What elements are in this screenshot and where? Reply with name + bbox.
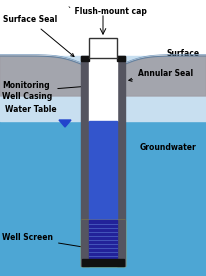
Text: Surface Seal: Surface Seal [3, 15, 74, 57]
Bar [81, 56, 89, 220]
FancyBboxPatch shape [89, 38, 117, 58]
Text: Annular Seal: Annular Seal [129, 70, 193, 81]
Bar [89, 121, 117, 220]
Bar [89, 220, 117, 260]
Text: ` Flush-mount cap: ` Flush-mount cap [68, 7, 146, 17]
Bar [81, 220, 125, 266]
Text: Water Table: Water Table [5, 105, 57, 113]
Bar [0, 56, 206, 121]
Bar [117, 56, 125, 61]
Text: Groundwater: Groundwater [140, 144, 197, 153]
Bar [81, 220, 89, 266]
Polygon shape [59, 120, 71, 127]
Bar [117, 56, 125, 220]
Bar [82, 259, 124, 266]
Bar [0, 0, 206, 61]
Bar [81, 56, 89, 61]
Bar [0, 121, 206, 276]
Text: Well Screen: Well Screen [2, 233, 85, 248]
Polygon shape [0, 56, 206, 96]
Bar [89, 56, 117, 121]
Text: Monitoring
Well Casing: Monitoring Well Casing [2, 81, 86, 101]
Text: Surface: Surface [167, 49, 200, 57]
Bar [117, 220, 125, 266]
